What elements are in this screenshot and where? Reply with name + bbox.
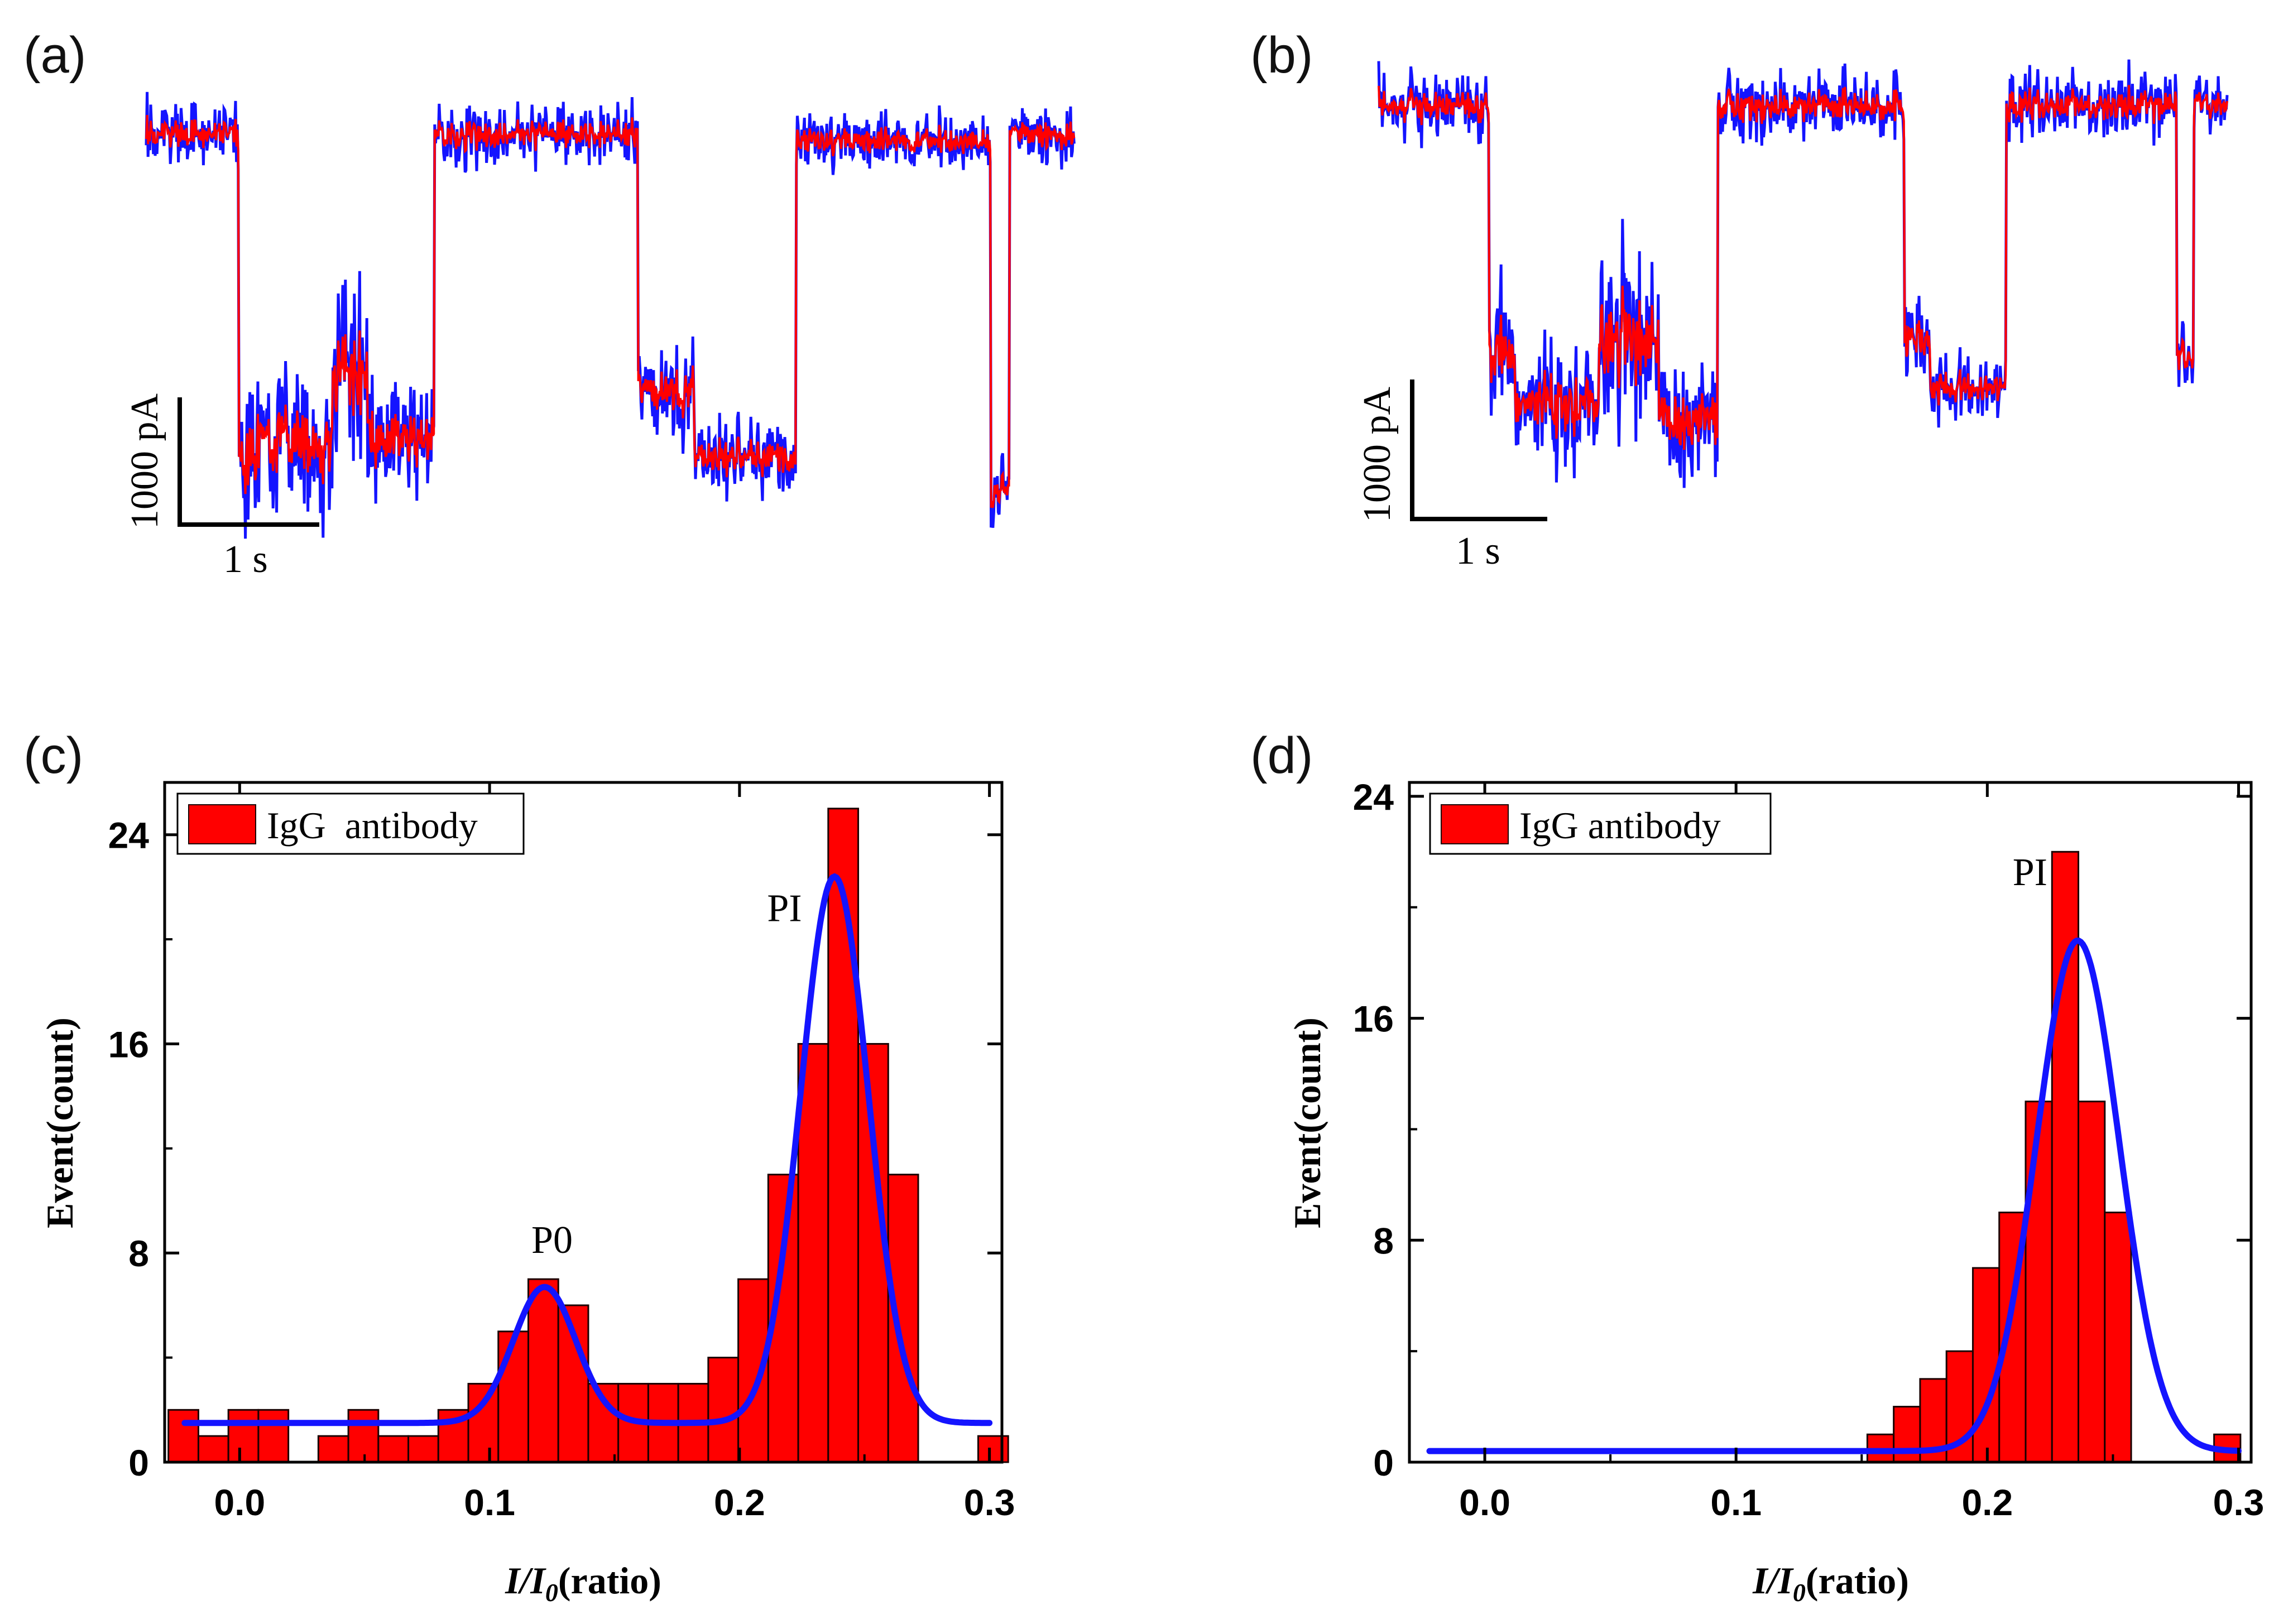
- histogram-d-legend: IgG antibody: [1429, 792, 1772, 855]
- legend-c-label: IgG antibody: [267, 804, 478, 847]
- legend-c-swatch: [188, 804, 256, 844]
- histogram-bar: [797, 1042, 829, 1463]
- x-tick-label: 0.1: [1710, 1482, 1762, 1523]
- histogram-c-ylabel: Event(count): [39, 1017, 81, 1228]
- histogram-bar: [227, 1409, 260, 1463]
- annotation-pi-c: PI: [767, 887, 802, 930]
- trace-b-idealized-fit: [1378, 85, 2228, 450]
- panel-label-c: (c): [23, 727, 83, 784]
- x-tick-label: 0.2: [714, 1482, 765, 1523]
- histogram-bar: [2104, 1212, 2132, 1463]
- histogram-bar: [2025, 1101, 2053, 1463]
- scale-bar-a-current-label: 1000 pA: [123, 393, 166, 530]
- histogram-d-bars: [1866, 851, 2242, 1463]
- histogram-bar: [167, 1409, 199, 1463]
- histogram-bar: [707, 1357, 740, 1463]
- legend-d-swatch: [1441, 804, 1509, 844]
- histogram-bar: [887, 1174, 919, 1463]
- histogram-c-legend: IgG antibody: [176, 792, 525, 855]
- histogram-bar: [1971, 1267, 2001, 1463]
- histogram-d-gaussian-fit: [1426, 938, 2242, 1454]
- histogram-bar: [527, 1278, 559, 1463]
- y-tick-label: 0: [1373, 1442, 1394, 1483]
- histogram-bar: [497, 1330, 529, 1463]
- y-tick-label: 24: [1353, 776, 1394, 818]
- y-tick-label: 8: [1373, 1220, 1394, 1261]
- histogram-d-xlabel: I/I0(ratio): [1752, 1559, 1909, 1607]
- y-tick-label: 16: [1353, 998, 1394, 1040]
- x-tick-label: 0.1: [464, 1482, 515, 1523]
- histogram-c-gaussian-fit: [181, 873, 993, 1426]
- scale-bar-b-current-label: 1000 pA: [1356, 387, 1399, 523]
- histogram-bar: [827, 808, 860, 1463]
- histogram-bar: [197, 1435, 229, 1463]
- histogram-d-ticks: 0.0 0.1 0.2 0.3 0 8 16 24: [1353, 776, 2265, 1523]
- y-tick-label: 8: [128, 1233, 149, 1274]
- y-tick-label: 0: [128, 1442, 149, 1483]
- x-tick-label: 0.0: [214, 1482, 265, 1523]
- trace-panel-b: 1000 pA 1 s: [1356, 59, 2229, 573]
- histogram-bar: [257, 1409, 290, 1463]
- panel-label-a: (a): [23, 27, 86, 84]
- x-tick-label: 0.3: [964, 1482, 1015, 1523]
- histogram-bar: [317, 1435, 349, 1463]
- y-tick-label: 16: [108, 1024, 149, 1065]
- trace-panel-a: 1000 pA 1 s: [123, 92, 1076, 581]
- legend-d-label: IgG antibody: [1519, 804, 1721, 847]
- annotation-pi-d: PI: [2013, 851, 2047, 894]
- trace-a-raw-current: [145, 92, 1076, 539]
- histogram-bar: [2078, 1101, 2106, 1463]
- x-tick-label: 0.2: [1961, 1482, 2013, 1523]
- histogram-d-ylabel: Event(count): [1286, 1017, 1328, 1228]
- histogram-c-ticks: 0.0 0.1 0.2 0.3 0 8 16 24: [108, 782, 1015, 1523]
- histogram-panel-c: 0.0 0.1 0.2 0.3 0 8 16 24 IgG antibody P0 PI Ev…: [39, 781, 1015, 1607]
- histogram-bar: [377, 1435, 410, 1463]
- annotation-p0: P0: [531, 1219, 573, 1262]
- histogram-c-frame: [163, 781, 1004, 1464]
- scale-bar-a-time-label: 1 s: [223, 538, 268, 581]
- scale-bar-b: 1000 pA 1 s: [1356, 379, 1547, 573]
- panel-label-b: (b): [1250, 27, 1313, 84]
- histogram-bar: [467, 1382, 500, 1463]
- trace-b-raw-current: [1377, 59, 2229, 488]
- histogram-bar: [407, 1435, 439, 1463]
- x-tick-label: 0.3: [2213, 1482, 2265, 1523]
- histogram-c-xlabel: I/I0(ratio): [505, 1559, 661, 1607]
- scale-bar-a: 1000 pA 1 s: [123, 393, 319, 581]
- x-tick-label: 0.0: [1459, 1482, 1510, 1523]
- panel-label-d: (d): [1250, 727, 1313, 784]
- histogram-panel-d: 0.0 0.1 0.2 0.3 0 8 16 24 IgG antibody PI Event…: [1286, 776, 2264, 1607]
- histogram-d-frame: [1408, 781, 2253, 1464]
- trace-a-idealized-fit: [145, 115, 1076, 508]
- scale-bar-b-time-label: 1 s: [1456, 530, 1500, 573]
- y-tick-label: 24: [108, 815, 150, 856]
- histogram-bar: [977, 1435, 1009, 1463]
- histogram-bar: [347, 1409, 380, 1463]
